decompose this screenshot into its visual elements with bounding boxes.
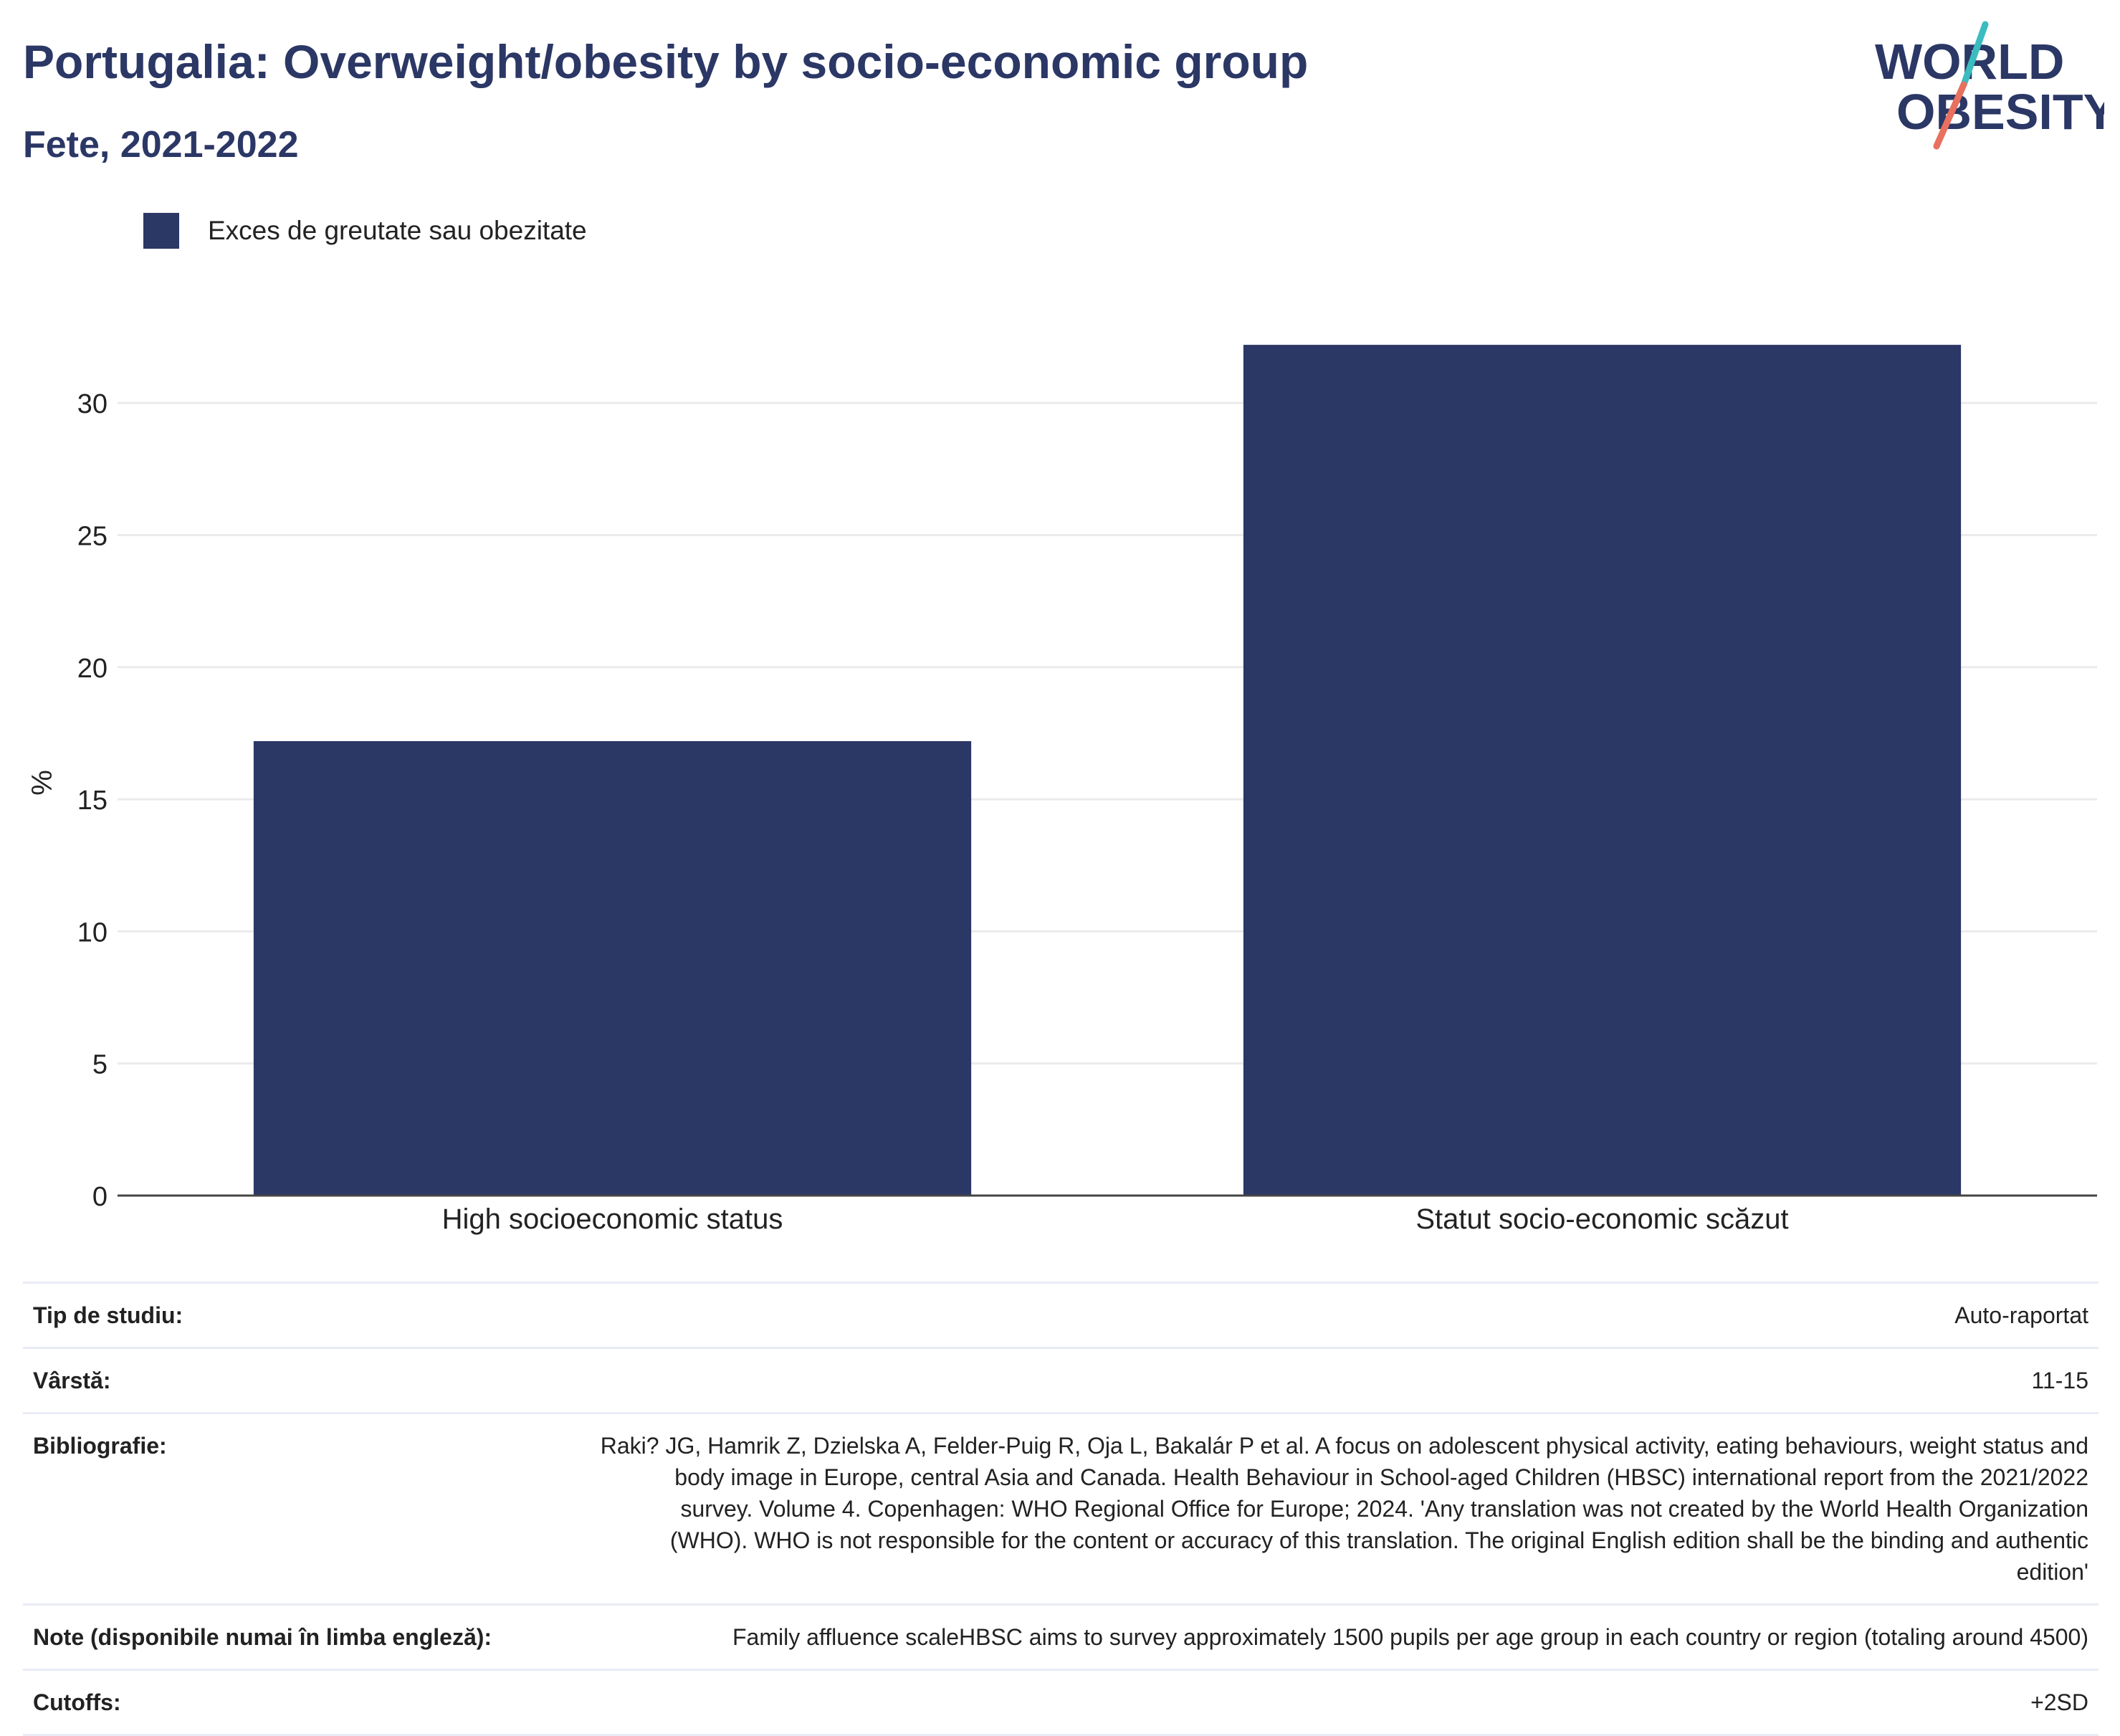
metadata-row: Vârstă: 11-15 (23, 1347, 2098, 1413)
metadata-value: Family affluence scaleHBSC aims to surve… (588, 1603, 2098, 1670)
y-axis-label: % (27, 770, 58, 796)
chart-subtitle: Fete, 2021-2022 (23, 124, 299, 166)
legend-label: Exces de greutate sau obezitate (208, 216, 587, 245)
metadata-row: Cutoffs: +2SD (23, 1669, 2098, 1736)
y-tick-label: 15 (77, 786, 108, 816)
world-obesity-logo: WORLD OBESITY (1875, 21, 2104, 150)
y-tick-label: 20 (77, 654, 108, 684)
metadata-value: Auto-raportat (588, 1282, 2098, 1348)
logo-slash-teal (1960, 21, 1989, 88)
metadata-table: Tip de studiu: Auto-raportat Vârstă: 11-15 B… (23, 1282, 2098, 1736)
y-tick-label: 10 (77, 917, 108, 948)
metadata-key: Tip de studiu: (23, 1282, 588, 1348)
metadata-key: Vârstă: (23, 1347, 588, 1413)
x-tick-labels: High socioeconomic status Statut socio-ec… (442, 1203, 1789, 1235)
metadata-value: 11-15 (588, 1347, 2098, 1413)
bar[interactable] (1243, 345, 1962, 1196)
metadata-key: Cutoffs: (23, 1669, 588, 1736)
bar[interactable] (253, 741, 972, 1196)
metadata-key: Bibliografie: (23, 1412, 588, 1605)
legend[interactable]: Exces de greutate sau obezitate (143, 213, 587, 249)
metadata-key: Note (disponibile numai în limba engleză… (23, 1603, 588, 1670)
metadata-value: Raki? JG, Hamrik Z, Dzielska A, Felder-P… (588, 1412, 2098, 1605)
logo-word-2: OBESITY (1896, 84, 2104, 140)
metadata-row: Bibliografie: Raki? JG, Hamrik Z, Dzielsk… (23, 1412, 2098, 1605)
chart-title: Portugalia: Overweight/obesity by socio-… (23, 35, 1309, 88)
x-tick-label: High socioeconomic status (442, 1203, 783, 1235)
metadata-row: Tip de studiu: Auto-raportat (23, 1282, 2098, 1348)
metadata-value: +2SD (588, 1669, 2098, 1736)
metadata-row: Note (disponibile numai în limba engleză… (23, 1603, 2098, 1670)
bars (118, 345, 2097, 1197)
legend-swatch (143, 213, 179, 249)
x-tick-label: Statut socio-economic scăzut (1415, 1203, 1788, 1235)
bar-chart: 0 5 10 15 20 25 30 High socioeconomic status St… (27, 345, 2097, 1235)
y-tick-label: 30 (77, 389, 108, 419)
y-tick-labels: 0 5 10 15 20 25 30 (77, 389, 108, 1212)
y-tick-label: 5 (92, 1050, 108, 1080)
y-tick-label: 0 (92, 1182, 108, 1212)
y-tick-label: 25 (77, 521, 108, 551)
logo-slash-coral (1933, 81, 1967, 150)
